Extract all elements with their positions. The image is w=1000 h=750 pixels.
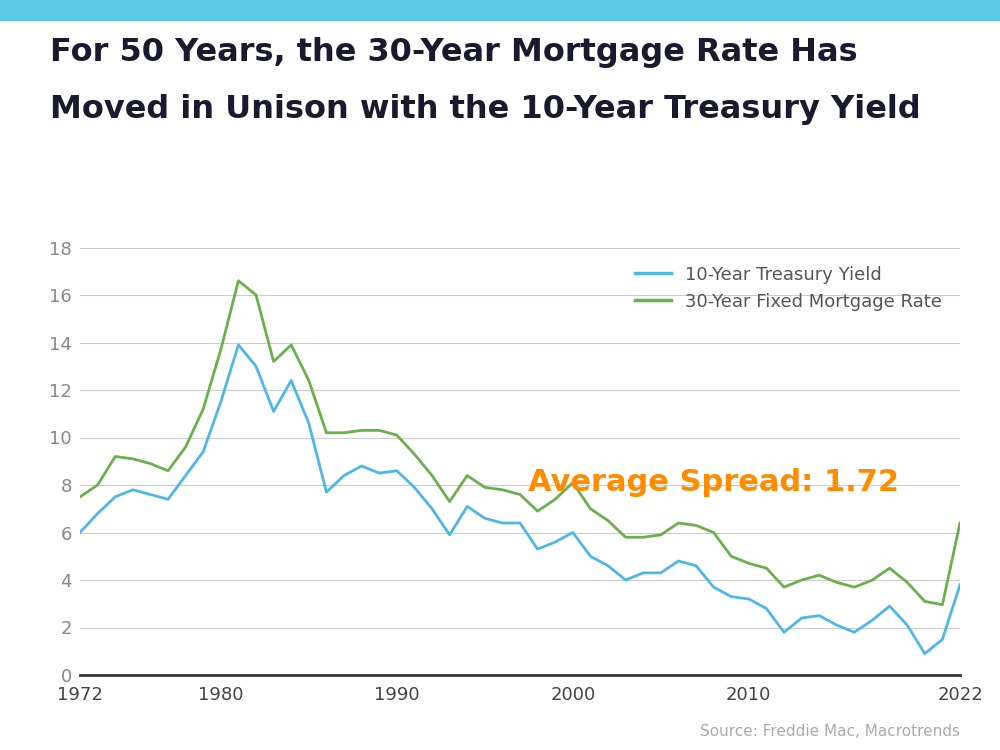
Text: Moved in Unison with the 10-Year Treasury Yield: Moved in Unison with the 10-Year Treasur… bbox=[50, 94, 921, 124]
Legend: 10-Year Treasury Yield, 30-Year Fixed Mortgage Rate: 10-Year Treasury Yield, 30-Year Fixed Mo… bbox=[625, 256, 951, 320]
Text: Source: Freddie Mac, Macrotrends: Source: Freddie Mac, Macrotrends bbox=[700, 724, 960, 739]
Text: For 50 Years, the 30-Year Mortgage Rate Has: For 50 Years, the 30-Year Mortgage Rate … bbox=[50, 38, 858, 68]
Text: Average Spread: 1.72: Average Spread: 1.72 bbox=[528, 468, 899, 497]
